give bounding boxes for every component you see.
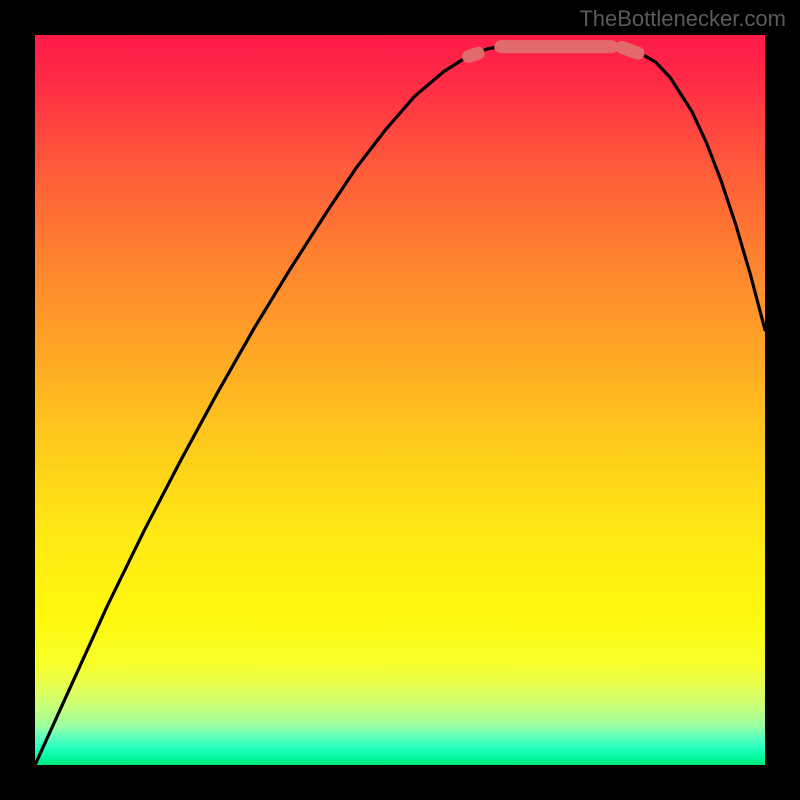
optimal-band-segment <box>469 53 478 56</box>
optimal-band-segment <box>622 47 638 53</box>
gradient-plot <box>35 35 765 765</box>
chart-container: TheBottlenecker.com <box>0 0 800 800</box>
attribution-watermark: TheBottlenecker.com <box>579 6 786 32</box>
plot-area <box>35 35 765 765</box>
gradient-background <box>35 35 765 765</box>
